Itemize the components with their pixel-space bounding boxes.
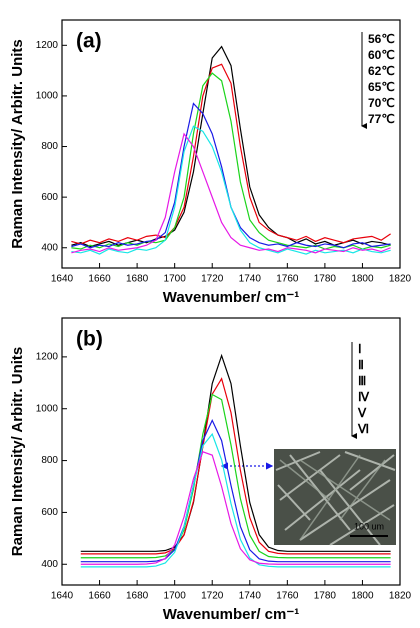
x-tick-label: 1640 xyxy=(51,591,74,602)
x-axis-label: Wavenumber/ cm⁻¹ xyxy=(163,606,300,623)
y-tick-label: 800 xyxy=(41,455,58,466)
chart-title: (b) xyxy=(76,328,103,351)
x-tick-label: 1820 xyxy=(389,274,412,285)
legend-entry: 60℃ xyxy=(368,48,395,62)
legend-entry: 62℃ xyxy=(368,64,395,78)
scale-bar-label: 100 um xyxy=(354,521,384,531)
series-line xyxy=(71,63,391,245)
y-tick-label: 1000 xyxy=(36,91,59,102)
x-tick-label: 1680 xyxy=(126,591,149,602)
legend-entry: Ⅵ xyxy=(357,422,369,436)
y-tick-label: 400 xyxy=(41,242,58,253)
y-tick-label: 600 xyxy=(41,507,58,518)
x-tick-label: 1720 xyxy=(201,274,224,285)
x-tick-label: 1720 xyxy=(201,591,224,602)
legend-entry: 56℃ xyxy=(368,32,395,46)
x-axis-label: Wavenumber/ cm⁻¹ xyxy=(163,289,300,306)
inset-micrograph xyxy=(274,449,396,546)
x-tick-label: 1740 xyxy=(239,274,262,285)
legend-entry: Ⅰ xyxy=(358,342,362,356)
y-tick-label: 1200 xyxy=(36,352,59,363)
x-tick-label: 1680 xyxy=(126,274,149,285)
plot-frame xyxy=(61,317,401,586)
y-axis-label: Raman Intensity/ Arbitr. Units xyxy=(9,39,26,248)
y-tick-label: 800 xyxy=(41,141,58,152)
x-tick-label: 1700 xyxy=(164,274,187,285)
legend-entry: Ⅲ xyxy=(358,374,366,388)
x-tick-label: 1780 xyxy=(314,591,337,602)
x-tick-label: 1780 xyxy=(314,274,337,285)
x-tick-label: 1700 xyxy=(164,591,187,602)
x-tick-label: 1640 xyxy=(51,274,74,285)
y-tick-label: 600 xyxy=(41,192,58,203)
legend-entry: 70℃ xyxy=(368,96,395,110)
legend-entry: 65℃ xyxy=(368,80,395,94)
legend-entry: Ⅱ xyxy=(358,358,364,372)
x-tick-label: 1660 xyxy=(88,591,111,602)
x-tick-label: 1740 xyxy=(239,591,262,602)
y-tick-label: 1000 xyxy=(36,403,59,414)
series-line xyxy=(71,45,391,248)
x-tick-label: 1820 xyxy=(389,591,412,602)
y-axis-label: Raman Intensity/ Arbitr. Units xyxy=(9,347,26,556)
series-line xyxy=(80,393,391,559)
series-line xyxy=(71,125,391,255)
series-line xyxy=(71,132,391,254)
y-tick-label: 400 xyxy=(41,559,58,570)
x-tick-label: 1800 xyxy=(351,591,374,602)
series-line xyxy=(80,418,391,563)
x-tick-label: 1760 xyxy=(276,274,299,285)
legend-entry: 77℃ xyxy=(368,112,395,126)
y-tick-label: 1200 xyxy=(36,40,59,51)
legend-entry: Ⅳ xyxy=(358,390,370,404)
series-line xyxy=(80,353,391,552)
series-line xyxy=(71,72,391,250)
series-line xyxy=(80,377,391,555)
series-line xyxy=(80,450,391,565)
plot-frame xyxy=(61,19,401,269)
x-tick-label: 1760 xyxy=(276,591,299,602)
x-tick-label: 1800 xyxy=(351,274,374,285)
series-line xyxy=(80,432,391,568)
legend-entry: Ⅴ xyxy=(357,406,367,420)
x-tick-label: 1660 xyxy=(88,274,111,285)
chart-title: (a) xyxy=(76,30,102,53)
